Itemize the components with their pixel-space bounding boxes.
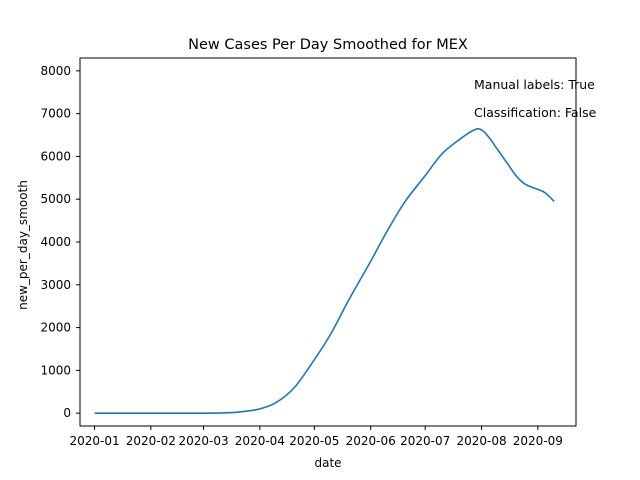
y-axis-label: new_per_day_smooth	[16, 180, 30, 310]
annotation-classification: Classification: False	[474, 105, 597, 120]
y-tick-label: 0	[63, 406, 71, 420]
x-tick-label: 2020-08	[456, 434, 506, 448]
y-tick-label: 7000	[40, 107, 71, 121]
x-tick-label: 2020-07	[400, 434, 450, 448]
series-line-0	[94, 128, 555, 414]
x-tick-label: 2020-06	[346, 434, 396, 448]
x-tick-label: 2020-09	[513, 434, 563, 448]
y-tick-label: 3000	[40, 278, 71, 292]
y-tick-label: 1000	[40, 363, 71, 377]
x-tick-label: 2020-04	[235, 434, 285, 448]
y-tick-label: 6000	[40, 149, 71, 163]
x-tick-label: 2020-03	[178, 434, 228, 448]
annotation-manual-labels: Manual labels: True	[474, 77, 595, 92]
chart-title: New Cases Per Day Smoothed for MEX	[188, 37, 468, 53]
y-tick-label: 5000	[40, 192, 71, 206]
x-tick-label: 2020-01	[69, 434, 119, 448]
y-tick-label: 2000	[40, 321, 71, 335]
y-tick-label: 4000	[40, 235, 71, 249]
x-tick-label: 2020-02	[126, 434, 176, 448]
y-tick-label: 8000	[40, 64, 71, 78]
x-axis-label: date	[314, 456, 341, 470]
x-tick-label: 2020-05	[289, 434, 339, 448]
